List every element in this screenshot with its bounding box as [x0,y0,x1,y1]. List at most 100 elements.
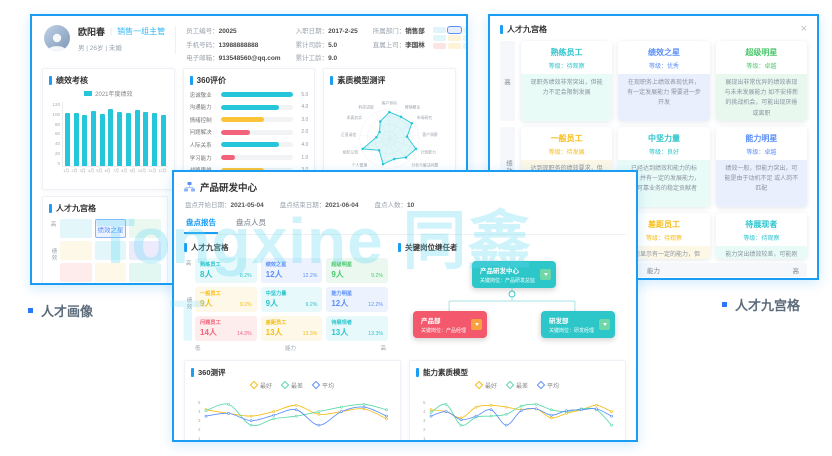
legend-item: 平均 [311,380,334,390]
org-node-rnd[interactable]: 研发部 关键岗位：研发经理 [540,311,616,338]
review-panel: 产品研发中心 盘点开始日期：2021-05-04 盘点结束日期：2021-06-0… [172,170,638,442]
expand-icon[interactable] [599,319,611,330]
svg-text:求真务实: 求真务实 [347,115,363,120]
bar [82,114,88,166]
org-node-root[interactable]: 产品研发中心 关键岗位：产品研发总监 [471,261,557,288]
profile-field: 入职日期：2017-2-25 [296,25,358,35]
separator: | [110,27,113,36]
card-desc: 绩效一般，但能力突出，可能是由于动机不足 或人岗不匹配 [715,160,807,207]
line-chart-quality-title: 能力素质模型 [423,368,468,377]
org-node-name: 产品部 [420,318,441,325]
card-level: 等级：卓越 [746,150,777,156]
hbar-row: 忠诚敬业 5.0 [190,91,309,99]
axis-label-high: 高 [185,261,192,267]
cell-values: 8人 8.2% [200,269,252,280]
y-tick-label: 60 [54,131,60,137]
chevron-down-icon [602,323,607,326]
line-chart-quality: 543210客户导向营销概论市场研究客户洞察计划能力分析与解决问题领导力人际沟通… [416,391,619,440]
org-node-text: 产品部 关键岗位：产品经理 [421,315,466,334]
eval360-title: 360评价 [196,76,227,85]
svg-text:科技进取: 科技进取 [359,104,375,109]
bar [73,113,79,166]
profile-field: 电子邮箱：913548560@qq.com [186,52,281,62]
axis-label-low: 低 [195,346,201,352]
review-grid-cell[interactable]: 绩效之星 12人 12.2% [260,258,323,283]
svg-text:5: 5 [198,400,201,405]
profile-fields: 员工编号：20025 手机号码：13988888888 电子邮箱：913548560… [186,25,425,62]
cell-count: 13人 [265,327,283,337]
cell-percent: 14.3% [236,330,252,337]
cell-count: 9人 [331,269,344,279]
review-grid-cell[interactable]: 能力明星 12人 12.2% [326,287,388,312]
expand-icon[interactable] [540,269,552,280]
nine-grid-cell[interactable]: 绩效之星 [94,219,127,238]
hbar-value: 5.0 [301,91,309,98]
cell-percent: 9.2% [239,301,252,308]
accent-bar [189,76,193,85]
cell-values: 14人 14.3% [200,327,252,338]
bar-yaxis: 120 100 80 60 40 20 0 [49,102,62,166]
y-tick-label: 0 [57,160,60,166]
bar [99,113,105,166]
hbar-value: 4.0 [301,104,309,111]
field-value: 913548560@qq.com [218,55,281,62]
org-node-product[interactable]: 产品部 关键岗位：产品经理 [412,311,488,338]
line-chart-legend: 最好 最差 平均 [416,380,619,390]
cell-values: 9人 9.2% [331,269,383,280]
cell-title: 问题员工 [200,319,221,326]
mini-grid-cell [432,27,446,33]
cell-percent: 8.2% [239,272,252,279]
tab-report[interactable]: 盘点报告 [184,214,218,234]
card-desc: 现职务绩效非常突出，但能力不足会限制发展 [521,74,613,121]
org-node-name: 产品研发中心 [479,268,519,275]
profile-field: 直属上司：李国林 [373,39,425,49]
profile-name-block: 欧阳春 | 销售一组主管 男 | 26岁 | 未婚 [78,25,165,52]
profile-field-column: 入职日期：2017-2-25 累计司龄：5.0 累计工龄：9.0 [296,25,358,62]
card-head: 绩效之星 等级：优秀 [618,41,710,74]
review-grid-cell[interactable]: 待展现者 13人 13.3% [326,316,388,341]
field-label: 累计司龄： [295,41,329,49]
svg-text:5: 5 [423,400,426,405]
nine-grid-cell [129,219,161,238]
card-level: 等级：优秀 [648,64,679,70]
cell-values: 9人 9.2% [200,298,252,309]
hbar-fill [220,142,279,148]
meta-item: 盘点开始日期：2021-05-04 [185,199,264,209]
review-grid-cell[interactable]: 超级明星 9人 9.2% [326,258,388,283]
profile-field: 手机号码：13988888888 [186,39,281,49]
nine-grid-cell [60,219,92,238]
cell-count: 12人 [265,269,283,279]
nine-grid-cell [94,241,127,260]
cell-percent: 12.2% [368,301,383,308]
close-icon[interactable]: × [800,23,807,35]
bullet-icon [722,302,727,307]
review-grid-cell[interactable]: 一般员工 9人 9.2% [195,287,257,312]
review-grid-cell[interactable]: 中坚力量 9人 9.2% [260,287,323,312]
x-tick-label: 9月 [129,169,136,173]
cell-title: 能力明星 [331,290,353,297]
x-tick-label: 8月 [121,169,128,173]
employee-job-title: 销售一组主管 [117,27,166,36]
hbar-value: 2.0 [301,129,309,136]
svg-text:4: 4 [198,409,201,414]
review-tabs: 盘点报告 盘点人员 [184,214,626,235]
org-chart-icon [184,182,195,192]
review-grid-cell[interactable]: 差距员工 13人 13.3% [260,316,323,341]
grid-axis-label: 高 [500,41,515,121]
axis-label-high: 高 [50,222,57,228]
legend-marker [505,380,515,390]
y-tick-label: 120 [52,102,60,107]
x-tick-label: 5月 [96,169,103,173]
nine-grid-mini-card: 人才九宫格 高 绩效 绩效之星 低 能力 高 [42,196,168,283]
svg-text:组织认知: 组织认知 [343,149,359,154]
expand-icon[interactable] [471,319,483,330]
meta-label: 盘点开始日期： [185,202,231,209]
review-grid-cell[interactable]: 问题员工 14人 14.3% [195,316,257,341]
profile-field-column: 所属部门：销售部 直属上司：李国林 [373,25,425,62]
divider [175,26,177,54]
tab-people[interactable]: 盘点人员 [236,218,266,227]
profile-field-column: 员工编号：20025 手机号码：13988888888 电子邮箱：913548560… [186,25,281,62]
review-grid-cell[interactable]: 熟练员工 8人 8.2% [195,258,257,283]
card-head: 超级明星 等级：卓越 [715,41,807,74]
org-node-text: 产品研发中心 关键岗位：产品研发总监 [480,265,535,284]
